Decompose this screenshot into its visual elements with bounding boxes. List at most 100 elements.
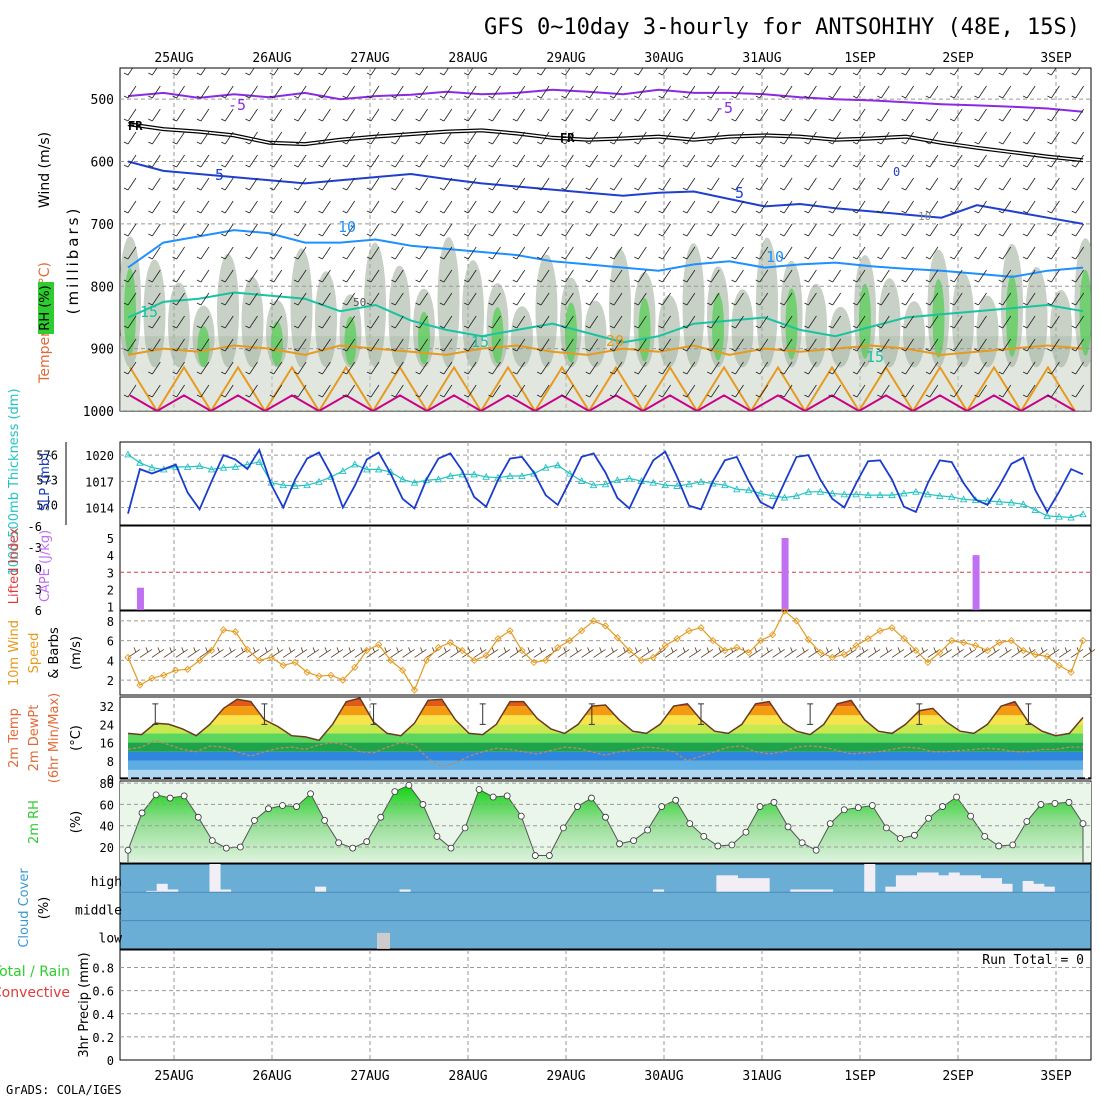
wind-barb	[293, 68, 304, 76]
wind-barb	[609, 292, 623, 306]
wind-barb-10m	[748, 647, 761, 658]
wind-barb	[148, 177, 161, 191]
wind-barb	[682, 85, 696, 99]
rh-point	[574, 803, 581, 810]
wind-barb	[925, 85, 939, 99]
wind-barb	[439, 68, 450, 76]
wind-barb	[925, 269, 939, 283]
wind-barb	[342, 154, 356, 168]
wind-barb	[148, 384, 161, 398]
wind-barb	[974, 361, 987, 375]
wind-barb	[221, 269, 234, 283]
wind-barb	[561, 292, 574, 306]
cloud-bar-high	[220, 889, 232, 893]
wind-barb	[148, 361, 161, 375]
cloud-bar-high	[716, 875, 728, 893]
cloud-bar-high	[726, 875, 739, 893]
ylabel-lifted-index: Lifted Index	[7, 527, 22, 604]
thickness-point	[959, 495, 968, 503]
wind-barb	[707, 269, 720, 283]
wind-barb	[123, 338, 137, 352]
wind-barb	[682, 200, 696, 214]
wind-barb	[755, 108, 769, 122]
temp-band	[128, 715, 1083, 725]
wind-barb	[439, 154, 453, 168]
wind-barb	[293, 315, 307, 329]
wind-speed-point	[434, 643, 443, 652]
wind-barb	[1022, 338, 1036, 352]
wind-barb	[901, 223, 914, 237]
wind-barb	[779, 154, 793, 168]
wind-barb	[293, 338, 307, 352]
wind-barb	[852, 246, 866, 260]
wind-barb	[245, 292, 258, 306]
wind-barb	[658, 131, 671, 145]
wind-barb	[828, 315, 842, 329]
temp-axes: 32 24 16 8 0	[100, 700, 114, 787]
wind-barb	[998, 85, 1012, 99]
wind-barb	[634, 361, 647, 375]
wind-barb	[877, 68, 887, 76]
ylabel-cloud-unit: (%)	[37, 897, 52, 920]
wind-barb	[974, 223, 987, 237]
wind-barb	[512, 246, 526, 260]
wind-barb	[269, 131, 283, 145]
temp-bands	[128, 698, 1083, 779]
wind-barb-10m	[688, 647, 702, 658]
precip-tick: 0.8	[92, 962, 114, 976]
precip-axes: 0.8 0.6 0.4 0.2 0	[92, 962, 114, 1068]
wind-barb	[488, 315, 501, 329]
wind-barb	[950, 338, 963, 352]
rh-core	[124, 268, 136, 356]
rh-blob	[952, 272, 974, 368]
cloud-axes: high middle low	[75, 875, 122, 947]
date-label-top: 28AUG	[448, 51, 487, 66]
wind-barb	[925, 246, 939, 260]
wind-barb	[318, 108, 331, 122]
wind-barb	[415, 68, 425, 76]
wind-barb	[682, 108, 696, 122]
date-label-bottom: 25AUG	[154, 1069, 193, 1084]
cape-bar	[136, 587, 144, 610]
wind-barb	[779, 177, 793, 191]
date-label-top: 27AUG	[350, 51, 389, 66]
wind-speed-point	[184, 665, 192, 673]
wind-barb	[1071, 338, 1085, 352]
wind-barb-10m	[784, 647, 797, 658]
wind-barb	[634, 85, 647, 99]
wind-barb	[1022, 384, 1036, 398]
wind-barb	[779, 131, 793, 145]
wind-barb	[172, 361, 185, 375]
wind-speed-point	[518, 646, 526, 655]
wind-barb	[1022, 361, 1036, 375]
cloud-category: low	[99, 932, 123, 947]
wind-barb	[925, 384, 939, 398]
rh-point	[728, 841, 736, 849]
rh-point	[714, 842, 722, 850]
wind-barb	[609, 131, 623, 145]
wind-barb	[172, 223, 185, 237]
wind-barb	[415, 246, 428, 260]
temp-band	[128, 751, 1083, 761]
rh-tick: 80	[100, 777, 114, 791]
wind-barb-10m	[796, 647, 809, 658]
ylabel-precip: 3hr Precip (mm)	[77, 952, 92, 1057]
wind-barb	[342, 246, 356, 260]
rh-blob	[658, 295, 680, 368]
thickness-point	[1067, 513, 1075, 521]
wind-barb-10m	[521, 647, 535, 658]
wind-barb	[415, 131, 428, 145]
rh-point	[686, 820, 694, 827]
wind-barb	[293, 292, 307, 306]
isotherm-25	[129, 365, 1076, 411]
wind-barb-10m	[915, 647, 929, 658]
wind-barb	[658, 292, 671, 306]
minmax-bar	[152, 703, 159, 725]
wind-barb-10m	[808, 647, 821, 658]
wind-speed-point	[1043, 652, 1051, 661]
wind-barb	[585, 269, 599, 283]
wind-barb	[731, 361, 744, 375]
wind-barb	[804, 108, 817, 122]
wind-barb	[221, 200, 234, 214]
wind-barb	[852, 154, 866, 168]
